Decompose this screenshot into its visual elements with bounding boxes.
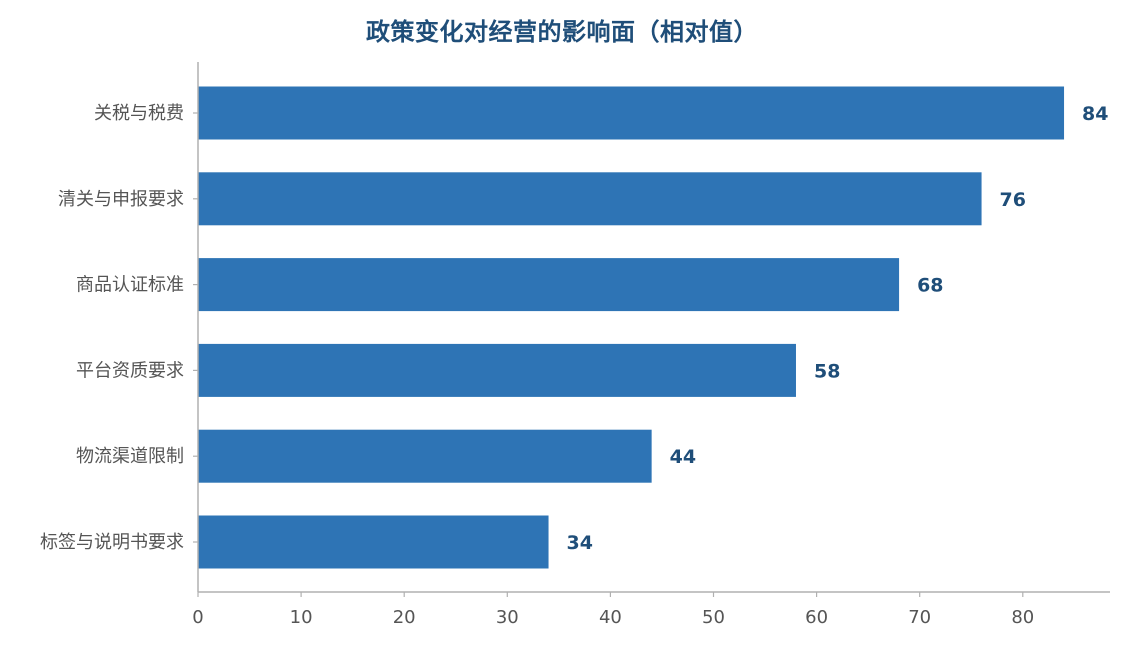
value-label: 34	[567, 532, 593, 554]
bar-1	[198, 86, 1065, 140]
value-label: 84	[1082, 103, 1108, 125]
category-label: 标签与说明书要求	[40, 532, 184, 553]
x-tick-label: 0	[192, 607, 203, 628]
axes-layer	[193, 62, 1110, 597]
x-tick-label: 40	[599, 607, 622, 628]
category-label: 平台资质要求	[76, 360, 184, 381]
x-tick-label: 50	[702, 607, 725, 628]
category-label: 物流渠道限制	[76, 446, 184, 467]
value-label: 76	[1000, 189, 1026, 211]
labels-layer: 关税与税费 84 清关与申报要求 76 商品认证标准 68 平台资质要求 58 物流渠道限制 44…	[40, 103, 1108, 628]
x-tick-label: 80	[1011, 607, 1034, 628]
bar-6	[198, 515, 549, 569]
x-tick-label: 30	[496, 607, 519, 628]
x-tick-label: 20	[393, 607, 416, 628]
value-label: 44	[670, 446, 696, 468]
bar-4	[198, 343, 796, 397]
bar-3	[198, 258, 900, 312]
bar-5	[198, 429, 652, 483]
category-label: 关税与税费	[94, 103, 184, 124]
value-label: 68	[917, 275, 943, 297]
x-tick-label: 70	[908, 607, 931, 628]
chart-title: 政策变化对经营的影响面（相对值）	[366, 18, 758, 46]
bars-layer	[198, 86, 1065, 569]
value-label: 58	[814, 360, 840, 382]
category-label: 商品认证标准	[76, 275, 184, 296]
bar-2	[198, 172, 982, 226]
x-tick-label: 60	[805, 607, 828, 628]
x-tick-label: 10	[290, 607, 313, 628]
category-label: 清关与申报要求	[58, 189, 184, 210]
